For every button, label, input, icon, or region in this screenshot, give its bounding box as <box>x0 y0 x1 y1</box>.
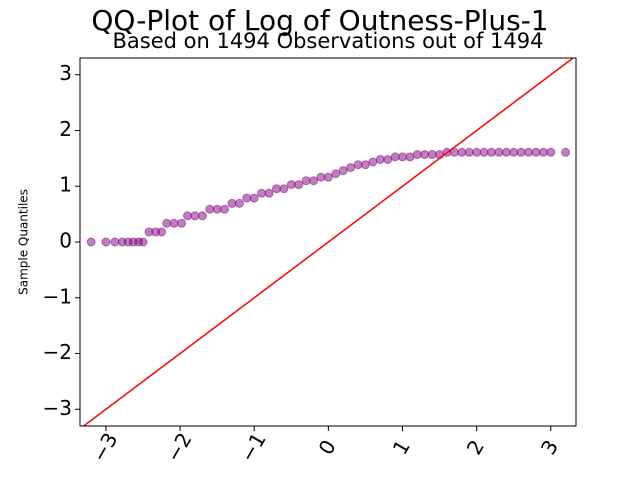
point <box>169 218 179 228</box>
point <box>398 152 408 162</box>
x-tick-label: −2 <box>161 428 197 466</box>
point <box>197 211 207 221</box>
x-tick-label: 2 <box>462 436 489 459</box>
y-tick-label: −3 <box>43 396 72 420</box>
point <box>420 150 430 160</box>
point <box>338 166 348 176</box>
x-tick-label: −3 <box>87 428 123 466</box>
point <box>157 227 167 237</box>
reference-line <box>82 58 575 426</box>
point <box>538 147 548 157</box>
y-tick-label: 2 <box>59 117 72 141</box>
point <box>86 237 96 247</box>
point <box>375 154 385 164</box>
y-tick-label: −2 <box>43 340 72 364</box>
point <box>457 147 467 157</box>
point <box>501 147 511 157</box>
point <box>427 150 437 160</box>
point <box>546 147 556 157</box>
y-tick-label: 3 <box>59 61 72 85</box>
point <box>316 172 326 182</box>
point <box>177 218 187 228</box>
plot-frame <box>79 57 577 427</box>
point <box>561 147 571 157</box>
point <box>212 204 222 214</box>
point <box>509 147 519 157</box>
point <box>101 237 111 247</box>
point <box>294 180 304 190</box>
point <box>531 147 541 157</box>
point <box>472 147 482 157</box>
y-tick-label: 0 <box>59 229 72 253</box>
point <box>323 172 333 182</box>
y-axis-label: Sample Quantiles <box>17 189 31 295</box>
x-tick-label: 0 <box>313 436 340 459</box>
point <box>279 184 289 194</box>
point <box>524 147 534 157</box>
point <box>412 150 422 160</box>
point <box>353 160 363 170</box>
point <box>516 147 526 157</box>
point <box>183 211 193 221</box>
point <box>220 204 230 214</box>
chart-title: QQ-Plot of Log of Outness-Plus-1 <box>91 4 548 37</box>
point <box>368 157 378 167</box>
point <box>190 211 200 221</box>
point <box>162 218 172 228</box>
point <box>205 204 215 214</box>
point <box>435 150 445 160</box>
x-tick-label: 1 <box>388 436 415 459</box>
point <box>286 180 296 190</box>
point <box>383 154 393 164</box>
point <box>405 152 415 162</box>
point <box>494 147 504 157</box>
point <box>486 147 496 157</box>
point <box>138 237 148 247</box>
x-tick-label: −1 <box>235 428 271 466</box>
point <box>331 169 341 179</box>
point <box>309 176 319 186</box>
point <box>242 193 252 203</box>
point <box>257 188 267 198</box>
x-tick-label: 3 <box>536 436 563 459</box>
point <box>271 184 281 194</box>
point <box>464 147 474 157</box>
point <box>390 152 400 162</box>
point <box>110 237 120 247</box>
y-tick-label: −1 <box>43 284 72 308</box>
point <box>264 188 274 198</box>
y-tick-label: 1 <box>59 173 72 197</box>
point <box>479 147 489 157</box>
point <box>346 163 356 173</box>
point <box>249 193 259 203</box>
point <box>227 198 237 208</box>
point <box>234 198 244 208</box>
chart-subtitle: Based on 1494 Observations out of 1494 <box>112 29 543 53</box>
point <box>360 160 370 170</box>
point <box>301 176 311 186</box>
